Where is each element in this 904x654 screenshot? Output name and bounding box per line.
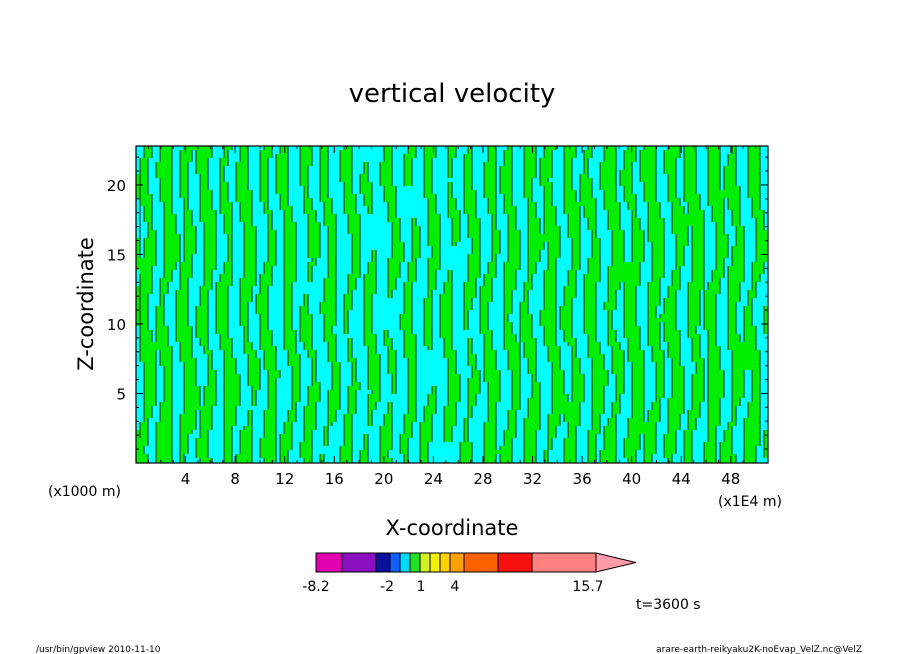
colorbar-label: 4 — [451, 579, 460, 595]
y-tick-label: 15 — [107, 246, 126, 264]
x-tick-label: 48 — [721, 470, 740, 488]
x-tick-label: 28 — [473, 470, 492, 488]
x-unit-right: (x1E4 m) — [718, 494, 782, 510]
y-axis-label: Z-coordinate — [74, 237, 98, 371]
x-axis-label: X-coordinate — [386, 516, 519, 540]
x-tick-labels: 4 8 12 16 20 24 28 32 36 40 44 48 — [181, 470, 741, 488]
velocity-field — [136, 146, 768, 463]
footer-right: arare-earth-reikyaku2K-noEvap_VelZ.nc@Ve… — [656, 645, 862, 654]
x-tick-label: 4 — [181, 470, 191, 488]
colorbar-segment — [341, 552, 377, 573]
colorbar-segment — [389, 552, 401, 573]
colorbar-segment — [463, 552, 499, 573]
colorbar-arrow — [595, 552, 637, 573]
time-label: t=3600 s — [636, 597, 701, 613]
colorbar-label: 1 — [417, 579, 426, 595]
x-tick-label: 36 — [573, 470, 592, 488]
x-tick-label: 16 — [325, 470, 344, 488]
y-tick-label: 20 — [107, 177, 126, 195]
colorbar-segment — [399, 552, 411, 573]
colorbar-segment — [531, 552, 597, 573]
y-tick-label: 5 — [116, 385, 126, 403]
colorbar-segment — [497, 552, 533, 573]
colorbar-label: -8.2 — [302, 579, 329, 595]
x-tick-label: 40 — [622, 470, 641, 488]
colorbar-labels: -8.2 -2 1 4 15.7 — [302, 579, 603, 595]
footer-left: /usr/bin/gpview 2010-11-10 — [36, 645, 161, 654]
contour-lines — [139, 146, 768, 463]
colorbar-label: 15.7 — [572, 579, 603, 595]
x-tick-label: 44 — [672, 470, 691, 488]
colorbar-label: -2 — [380, 579, 394, 595]
y-tick-label: 10 — [107, 316, 126, 334]
colorbar-segment — [429, 552, 441, 573]
plot-frame — [135, 145, 769, 464]
colorbar-segment — [419, 552, 431, 573]
colorbar-segment — [409, 552, 421, 573]
chart-title: vertical velocity — [349, 79, 556, 109]
x-tick-label: 8 — [230, 470, 240, 488]
colorbar-segment — [439, 552, 451, 573]
plot-area — [135, 145, 769, 464]
y-tick-labels: 5 10 15 20 — [107, 177, 126, 404]
colorbar-segment — [315, 552, 343, 573]
x-tick-label: 32 — [523, 470, 542, 488]
colorbar-segment — [449, 552, 465, 573]
colorbar — [315, 552, 637, 573]
x-tick-label: 20 — [374, 470, 393, 488]
colorbar-segment — [375, 552, 391, 573]
x-tick-label: 24 — [424, 470, 443, 488]
x-unit-left: (x1000 m) — [48, 484, 121, 500]
x-tick-label: 12 — [275, 470, 294, 488]
